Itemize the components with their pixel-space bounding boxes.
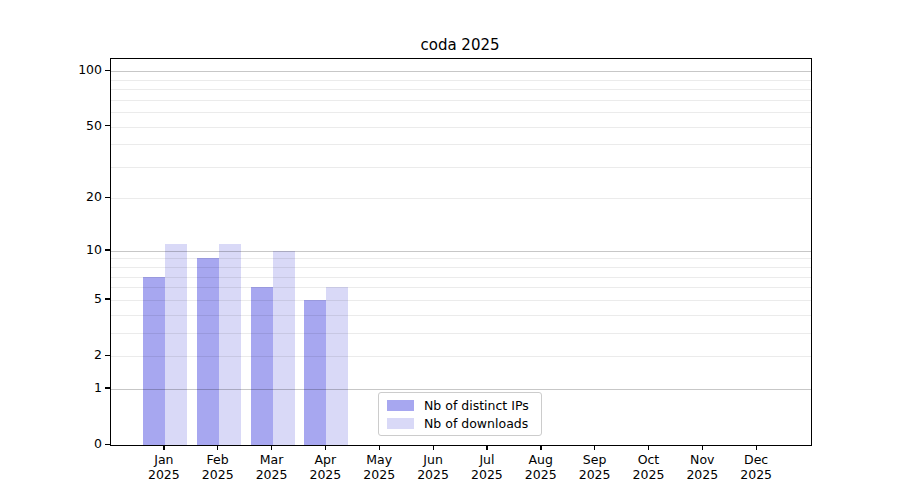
x-tick-mark-nov: [702, 445, 703, 450]
gridline-major-1: [111, 389, 811, 390]
y-tick-label-100: 100: [38, 63, 102, 77]
x-tick-mark-may: [379, 445, 380, 450]
gridline-minor-4: [111, 315, 811, 316]
gridline-minor-90: [111, 80, 811, 81]
gridline-major-10: [111, 251, 811, 252]
x-tick-month: Dec: [724, 452, 788, 467]
y-tick-mark-50: [105, 125, 110, 126]
legend-swatch-distinct-ips: [387, 400, 414, 411]
x-tick-mark-aug: [540, 445, 541, 450]
gridline-minor-40: [111, 144, 811, 145]
bar-downloads-feb: [219, 244, 241, 445]
x-tick-year: 2025: [724, 467, 788, 482]
gridline-minor-20: [111, 198, 811, 199]
legend-swatch-downloads: [387, 418, 414, 429]
gridline-minor-30: [111, 167, 811, 168]
y-tick-mark-5: [105, 298, 110, 299]
download-stats-chart: coda 2025 Nb of distinct IPs Nb of downlo…: [0, 0, 900, 500]
bar-distinct-ips-jan: [143, 277, 165, 445]
x-tick-label-dec: Dec2025: [724, 452, 788, 482]
gridline-major-100: [111, 71, 811, 72]
bar-distinct-ips-mar: [251, 287, 273, 445]
gridline-minor-2: [111, 356, 811, 357]
x-tick-mark-mar: [271, 445, 272, 450]
x-tick-mark-oct: [648, 445, 649, 450]
y-tick-label-20: 20: [38, 190, 102, 204]
x-tick-mark-jun: [433, 445, 434, 450]
y-tick-mark-10: [105, 249, 110, 250]
y-tick-mark-100: [105, 70, 110, 71]
chart-title: coda 2025: [110, 36, 810, 54]
y-tick-mark-0: [105, 444, 110, 445]
y-tick-mark-2: [105, 355, 110, 356]
legend-item-distinct-ips: Nb of distinct IPs: [379, 398, 541, 413]
x-tick-mark-feb: [217, 445, 218, 450]
gridline-minor-8: [111, 267, 811, 268]
bar-downloads-mar: [273, 251, 295, 445]
y-tick-mark-1: [105, 387, 110, 388]
bar-downloads-jan: [165, 244, 187, 445]
gridline-minor-7: [111, 277, 811, 278]
bar-distinct-ips-apr: [304, 300, 326, 445]
gridline-minor-60: [111, 112, 811, 113]
y-tick-label-50: 50: [38, 119, 102, 133]
gridline-minor-5: [111, 300, 811, 301]
gridline-minor-80: [111, 89, 811, 90]
gridline-minor-9: [111, 258, 811, 259]
x-tick-mark-dec: [756, 445, 757, 450]
legend-label-distinct-ips: Nb of distinct IPs: [424, 398, 529, 413]
plot-area: [110, 58, 812, 446]
legend-item-downloads: Nb of downloads: [379, 416, 541, 431]
x-tick-mark-apr: [325, 445, 326, 450]
x-tick-mark-sep: [594, 445, 595, 450]
y-tick-label-10: 10: [38, 243, 102, 257]
x-tick-mark-jul: [486, 445, 487, 450]
x-tick-mark-jan: [163, 445, 164, 450]
gridline-minor-6: [111, 287, 811, 288]
gridline-minor-70: [111, 100, 811, 101]
gridline-minor-3: [111, 333, 811, 334]
bar-downloads-apr: [326, 287, 348, 445]
legend: Nb of distinct IPs Nb of downloads: [378, 392, 542, 436]
y-tick-mark-20: [105, 197, 110, 198]
gridline-minor-50: [111, 127, 811, 128]
y-tick-label-1: 1: [38, 381, 102, 395]
y-tick-label-2: 2: [38, 348, 102, 362]
y-tick-label-5: 5: [38, 292, 102, 306]
y-tick-label-0: 0: [38, 437, 102, 451]
legend-label-downloads: Nb of downloads: [424, 416, 528, 431]
